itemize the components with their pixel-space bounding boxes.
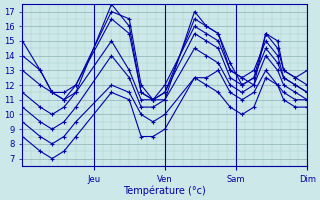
X-axis label: Température (°c): Température (°c): [124, 185, 206, 196]
